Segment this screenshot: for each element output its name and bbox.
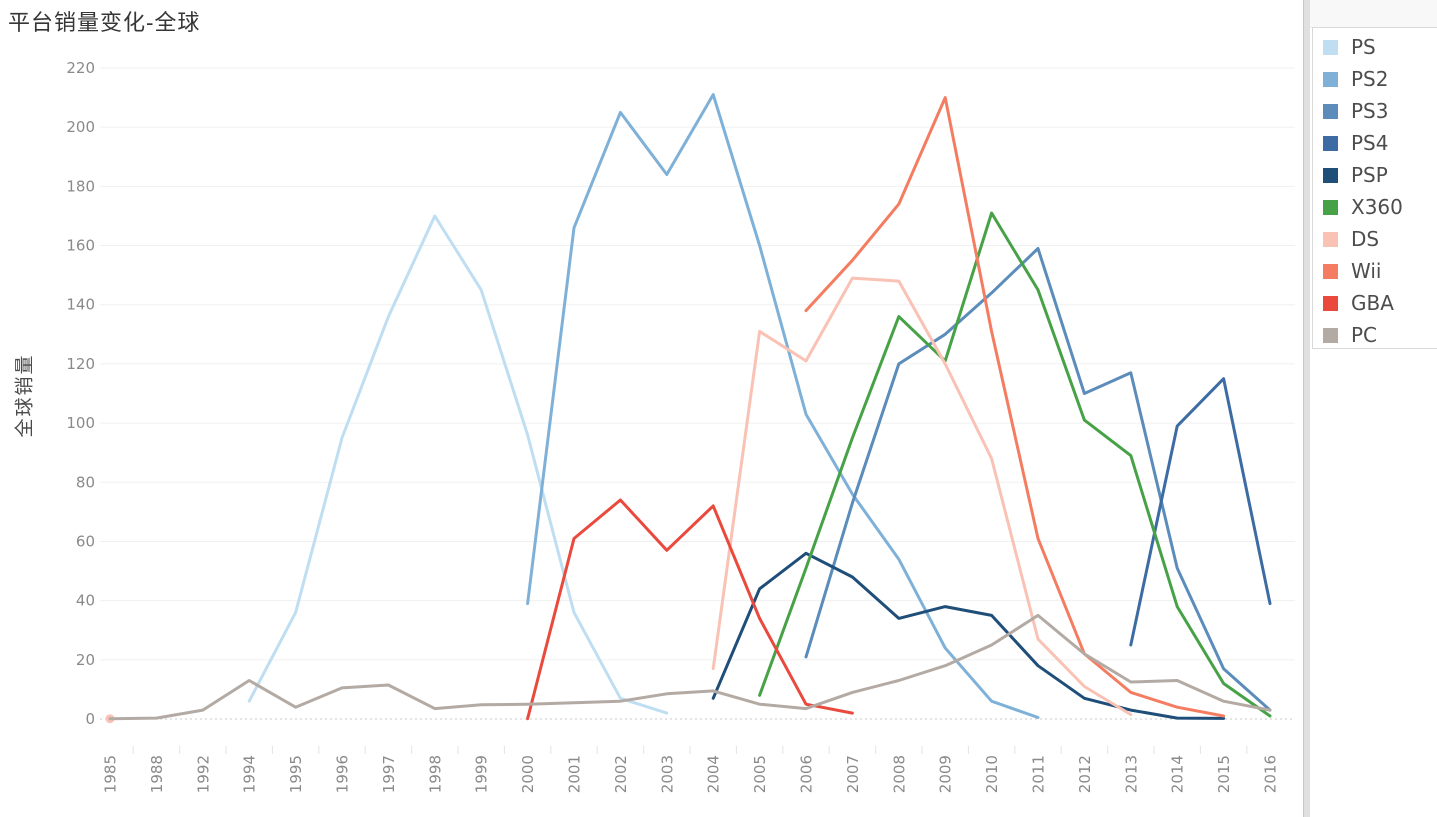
x-tick-label: 1985 [102,755,120,793]
x-tick-label: 1996 [334,755,352,793]
x-tick-label: 1992 [194,755,212,793]
legend-panel: PS PS2 PS3 PS4 PSP X360 DS Wii GBA PC [1310,0,1437,817]
legend-item-ds[interactable]: DS [1313,223,1437,255]
series-line-ps3[interactable] [804,247,1272,712]
series-line-ps4[interactable] [1129,377,1272,647]
x-tick-label: 2009 [937,755,955,793]
legend-item-ps4[interactable]: PS4 [1313,127,1437,159]
legend-label: PS4 [1351,131,1389,155]
legend-item-ps3[interactable]: PS3 [1313,95,1437,127]
x-tick-label: 2010 [983,755,1001,793]
x-tick-label: 1994 [241,755,259,793]
x-tick-label: 2015 [1215,755,1233,793]
series-line-ds[interactable] [711,276,1133,717]
x-tick-label: 2001 [566,755,584,793]
x-tick-label: 2008 [890,755,908,793]
legend-item-gba[interactable]: GBA [1313,287,1437,319]
legend-item-ps[interactable]: PS [1313,31,1437,63]
series-line-wii[interactable] [804,96,1226,718]
chart-title: 平台销量变化-全球 [8,11,201,36]
x-tick-label: 1999 [473,755,491,793]
x-tick-label: 1988 [148,755,166,793]
series-line-pc[interactable] [108,613,1272,721]
series-line-gba[interactable] [526,498,854,721]
x-tick-label: 2006 [798,755,816,793]
series-line-ps2[interactable] [526,93,1040,719]
legend-label: PS2 [1351,67,1389,91]
legend-label: PC [1351,323,1378,347]
x-tick-label: 1998 [426,755,444,793]
legend-swatch-icon [1323,199,1338,215]
legend-label: PSP [1351,163,1388,187]
legend-item-ps2[interactable]: PS2 [1313,63,1437,95]
legend-label: DS [1351,227,1380,251]
legend-label: PS [1351,35,1376,59]
series-line-x360[interactable] [758,211,1272,718]
legend-label: PS3 [1351,99,1389,123]
y-tick-label: 40 [76,592,95,610]
y-tick-label: 100 [66,414,95,432]
x-tick-label: 2012 [1076,755,1094,793]
x-tick-label: 2013 [1122,755,1140,793]
y-tick-label: 0 [85,710,95,728]
legend-swatch-icon [1323,167,1338,183]
series-line-ps[interactable] [247,214,669,715]
x-tick-label: 2007 [844,755,862,793]
legend-swatch-icon [1323,39,1338,55]
legend-swatch-icon [1323,135,1338,151]
legend-swatch-icon [1323,263,1338,279]
x-tick-label: 1995 [287,755,305,793]
legend-label: GBA [1351,291,1394,315]
legend-item-wii[interactable]: Wii [1313,255,1437,287]
x-tick-label: 2011 [1030,755,1048,793]
x-tick-label: 2016 [1262,755,1280,793]
legend-box: PS PS2 PS3 PS4 PSP X360 DS Wii GBA PC [1312,27,1437,349]
y-tick-label: 20 [76,651,95,669]
x-tick-label: 2005 [751,755,769,793]
legend-label: X360 [1351,195,1403,219]
y-tick-label: 140 [66,296,95,314]
series-line-psp[interactable] [711,551,1226,720]
legend-label: Wii [1351,259,1382,283]
legend-swatch-icon [1323,71,1338,87]
y-tick-label: 60 [76,532,95,550]
legend-item-psp[interactable]: PSP [1313,159,1437,191]
y-tick-label: 180 [66,177,95,195]
legend-swatch-icon [1323,327,1338,343]
y-tick-label: 120 [66,355,95,373]
legend-swatch-icon [1323,231,1338,247]
x-tick-label: 2014 [1169,755,1187,793]
legend-header [1310,0,1437,28]
x-tick-label: 2002 [612,755,630,793]
y-tick-label: 80 [76,473,95,491]
legend-items: PS PS2 PS3 PS4 PSP X360 DS Wii GBA PC [1313,31,1437,351]
x-tick-label: 2004 [705,755,723,793]
legend-swatch-icon [1323,295,1338,311]
y-tick-label: 200 [66,118,95,136]
x-tick-label: 2000 [519,755,537,793]
legend-swatch-icon [1323,103,1338,119]
y-tick-label: 160 [66,237,95,255]
x-tick-label: 2003 [658,755,676,793]
legend-item-x360[interactable]: X360 [1313,191,1437,223]
legend-item-pc[interactable]: PC [1313,319,1437,351]
y-tick-label: 220 [66,59,95,77]
x-tick-label: 1997 [380,755,398,793]
